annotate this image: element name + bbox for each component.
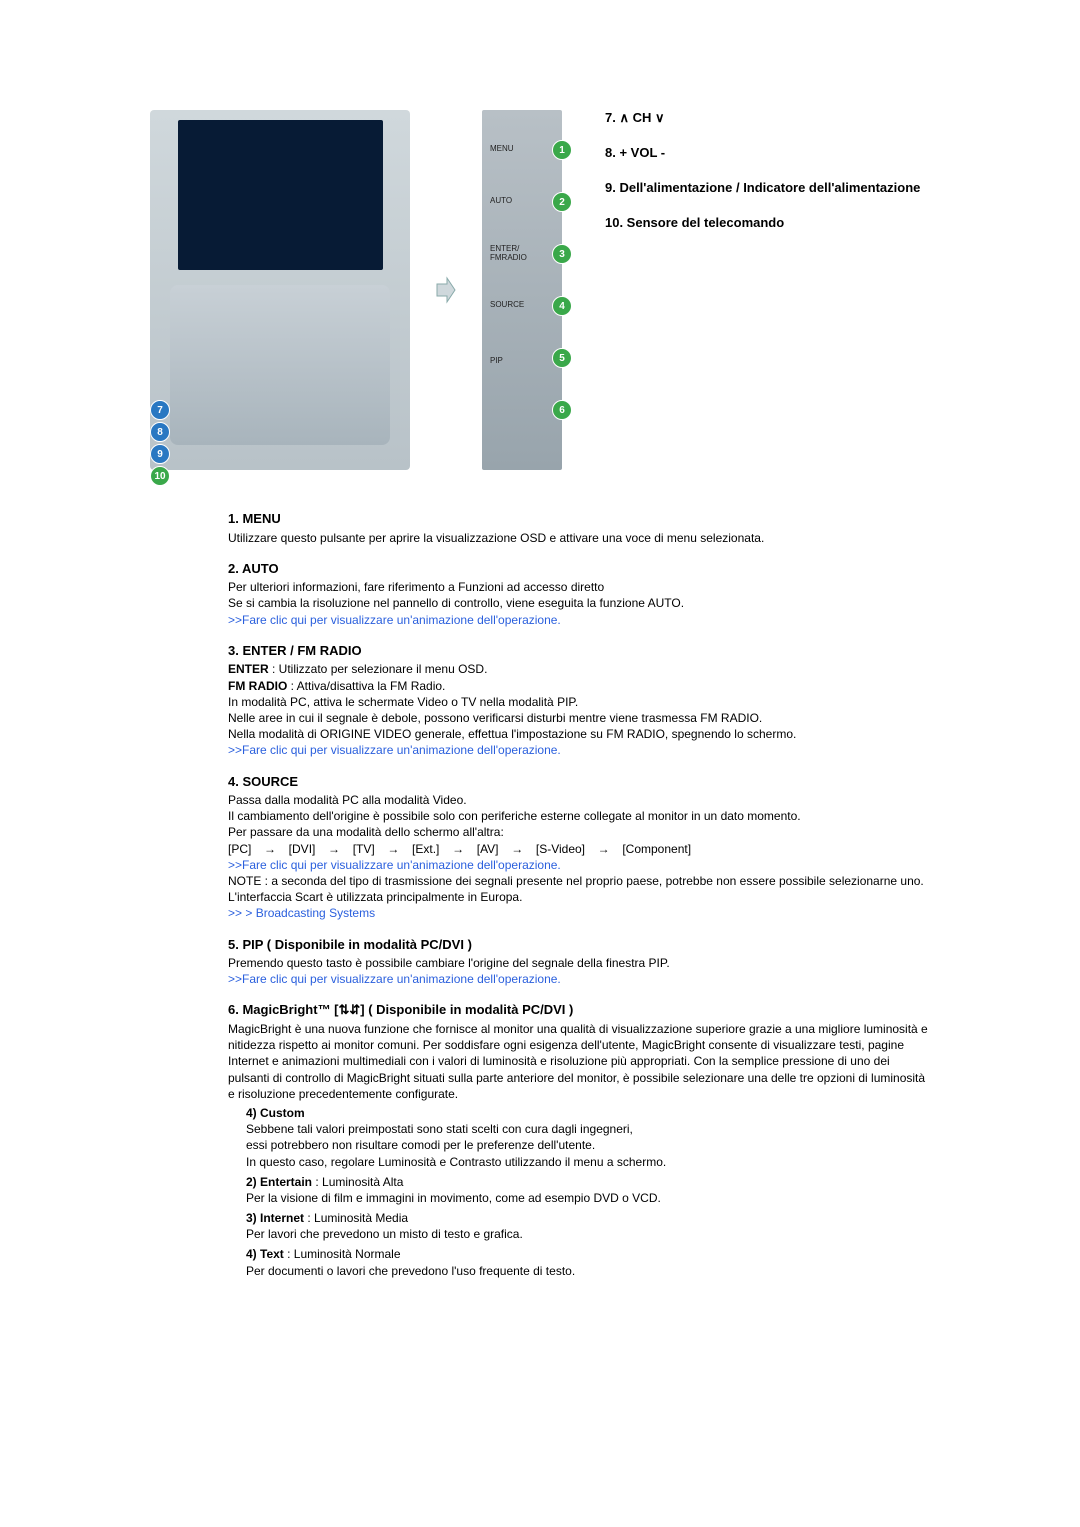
fm-text: : Attiva/disattiva la FM Radio. bbox=[287, 679, 445, 693]
item-enter-link[interactable]: >>Fare clic qui per visualizzare un'anim… bbox=[228, 742, 930, 758]
item-auto-l2: Se si cambia la risoluzione nel pannello… bbox=[228, 595, 930, 611]
enter-text: : Utilizzato per selezionare il menu OSD… bbox=[269, 662, 488, 676]
tr-item-10: 10. Sensore del telecomando bbox=[605, 215, 920, 232]
item-menu: 1. MENU Utilizzare questo pulsante per a… bbox=[228, 510, 930, 546]
item-source-bcast[interactable]: >> > Broadcasting Systems bbox=[228, 905, 930, 921]
top-images-row: 7 8 9 10 MENU AUTO ENTER/FMRADIO SOURCE … bbox=[150, 110, 930, 470]
item-mb-body: MagicBright è una nuova funzione che for… bbox=[228, 1021, 930, 1102]
item-enter-l3: Nella modalità di ORIGINE VIDEO generale… bbox=[228, 726, 930, 742]
item-pip-body: Premendo questo tasto è possibile cambia… bbox=[228, 955, 930, 971]
enter-label: ENTER bbox=[228, 662, 269, 676]
fm-label: FM RADIO bbox=[228, 679, 287, 693]
bubble-7: 7 bbox=[150, 400, 170, 420]
mb-custom: 4) Custom Sebbene tali valori preimposta… bbox=[246, 1105, 930, 1170]
item-enter-enter-line: ENTER : Utilizzato per selezionare il me… bbox=[228, 661, 930, 677]
bubble-4: 4 bbox=[552, 296, 572, 316]
mb-entertain-l1: Per la visione di film e immagini in mov… bbox=[246, 1190, 930, 1206]
mb-internet-l1: Per lavori che prevedono un misto di tes… bbox=[246, 1226, 930, 1242]
mb-custom-l1: Sebbene tali valori preimpostati sono st… bbox=[246, 1121, 930, 1137]
bubble-2: 2 bbox=[552, 192, 572, 212]
item-source: 4. SOURCE Passa dalla modalità PC alla m… bbox=[228, 773, 930, 922]
monitor-base bbox=[170, 285, 390, 445]
mb-custom-l3: In questo caso, regolare Luminosità e Co… bbox=[246, 1154, 930, 1170]
mb-text-after: : Luminosità Normale bbox=[284, 1247, 401, 1261]
mb-internet-after: : Luminosità Media bbox=[304, 1211, 408, 1225]
mb-text-head: 4) Text : Luminosità Normale bbox=[246, 1246, 930, 1262]
panel-label-auto: AUTO bbox=[490, 196, 512, 205]
panel-label-enter: ENTER/FMRADIO bbox=[490, 244, 527, 262]
monitor-screen bbox=[178, 120, 383, 270]
item-auto-l1: Per ulteriori informazioni, fare riferim… bbox=[228, 579, 930, 595]
mb-internet: 3) Internet : Luminosità Media Per lavor… bbox=[246, 1210, 930, 1242]
item-enter-l2: Nelle aree in cui il segnale è debole, p… bbox=[228, 710, 930, 726]
mb-entertain-head: 2) Entertain : Luminosità Alta bbox=[246, 1174, 930, 1190]
item-enter-title: 3. ENTER / FM RADIO bbox=[228, 642, 930, 660]
item-menu-title: 1. MENU bbox=[228, 510, 930, 528]
bubble-3: 3 bbox=[552, 244, 572, 264]
item-auto-title: 2. AUTO bbox=[228, 560, 930, 578]
mb-entertain: 2) Entertain : Luminosità Alta Per la vi… bbox=[246, 1174, 930, 1206]
item-source-l2: Il cambiamento dell'origine è possibile … bbox=[228, 808, 930, 824]
item-pip-title: 5. PIP ( Disponibile in modalità PC/DVI … bbox=[228, 936, 930, 954]
item-enter: 3. ENTER / FM RADIO ENTER : Utilizzato p… bbox=[228, 642, 930, 759]
mb-entertain-title: 2) Entertain bbox=[246, 1175, 312, 1189]
monitor-image: 7 8 9 10 bbox=[150, 110, 410, 470]
item-source-link[interactable]: >>Fare clic qui per visualizzare un'anim… bbox=[228, 857, 930, 873]
tr-item-8: 8. + VOL - bbox=[605, 145, 920, 162]
item-source-l3: Per passare da una modalità dello scherm… bbox=[228, 824, 930, 840]
item-source-l1: Passa dalla modalità PC alla modalità Vi… bbox=[228, 792, 930, 808]
mb-text-l1: Per documenti o lavori che prevedono l'u… bbox=[246, 1263, 930, 1279]
tr-item-7: 7. ∧ CH ∨ bbox=[605, 110, 920, 127]
item-pip-link[interactable]: >>Fare clic qui per visualizzare un'anim… bbox=[228, 971, 930, 987]
item-source-note: NOTE : a seconda del tipo di trasmission… bbox=[228, 873, 930, 905]
bubble-5: 5 bbox=[552, 348, 572, 368]
panel-label-menu: MENU bbox=[490, 144, 514, 153]
panel-image: MENU AUTO ENTER/FMRADIO SOURCE PIP 1 2 3… bbox=[482, 110, 562, 470]
item-magicbright: 6. MagicBright™ [⇅⇵] ( Disponibile in mo… bbox=[228, 1001, 930, 1278]
item-enter-fm-line: FM RADIO : Attiva/disattiva la FM Radio. bbox=[228, 678, 930, 694]
item-source-modes: [PC] → [DVI] → [TV] → [Ext.] → [AV] → [S… bbox=[228, 841, 930, 857]
bubble-6: 6 bbox=[552, 400, 572, 420]
item-mb-title: 6. MagicBright™ [⇅⇵] ( Disponibile in mo… bbox=[228, 1001, 930, 1019]
mb-entertain-after: : Luminosità Alta bbox=[312, 1175, 403, 1189]
bubble-8: 8 bbox=[150, 422, 170, 442]
mb-text-title: 4) Text bbox=[246, 1247, 284, 1261]
item-source-title: 4. SOURCE bbox=[228, 773, 930, 791]
mb-sublist: 4) Custom Sebbene tali valori preimposta… bbox=[228, 1105, 930, 1279]
item-pip: 5. PIP ( Disponibile in modalità PC/DVI … bbox=[228, 936, 930, 988]
panel-bubbles: 1 2 3 4 5 6 bbox=[552, 140, 572, 420]
content-list: 1. MENU Utilizzare questo pulsante per a… bbox=[150, 510, 930, 1279]
bubble-9: 9 bbox=[150, 444, 170, 464]
top-right-list: 7. ∧ CH ∨ 8. + VOL - 9. Dell'alimentazio… bbox=[587, 110, 920, 470]
bubble-10: 10 bbox=[150, 466, 170, 486]
panel-label-source: SOURCE bbox=[490, 300, 524, 309]
monitor-number-bubbles: 7 8 9 10 bbox=[150, 400, 170, 486]
bubble-1: 1 bbox=[552, 140, 572, 160]
mb-custom-l2: essi potrebbero non risultare comodi per… bbox=[246, 1137, 930, 1153]
tr-item-9: 9. Dell'alimentazione / Indicatore dell'… bbox=[605, 180, 920, 197]
mb-custom-title: 4) Custom bbox=[246, 1105, 930, 1121]
arrow-icon bbox=[435, 110, 457, 470]
page-root: 7 8 9 10 MENU AUTO ENTER/FMRADIO SOURCE … bbox=[0, 0, 1080, 1393]
item-auto: 2. AUTO Per ulteriori informazioni, fare… bbox=[228, 560, 930, 628]
item-enter-l1: In modalità PC, attiva le schermate Vide… bbox=[228, 694, 930, 710]
mb-text: 4) Text : Luminosità Normale Per documen… bbox=[246, 1246, 930, 1278]
panel-label-pip: PIP bbox=[490, 356, 503, 365]
mb-internet-title: 3) Internet bbox=[246, 1211, 304, 1225]
mb-internet-head: 3) Internet : Luminosità Media bbox=[246, 1210, 930, 1226]
item-menu-body: Utilizzare questo pulsante per aprire la… bbox=[228, 530, 930, 546]
item-auto-link[interactable]: >>Fare clic qui per visualizzare un'anim… bbox=[228, 612, 930, 628]
